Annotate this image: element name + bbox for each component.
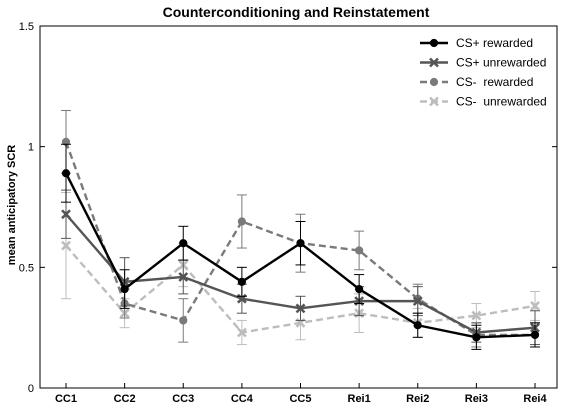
data-point <box>296 239 305 248</box>
legend: CS+ rewarded CS+ unrewarded CS- rewarded CS… <box>420 36 547 109</box>
legend-label: CS+ rewarded <box>456 36 533 50</box>
data-point <box>295 303 306 314</box>
chart-title: Counterconditioning and Reinstatement <box>163 4 430 20</box>
x-tick-label: Rei1 <box>348 393 371 405</box>
x-tick-label: Rei4 <box>523 393 547 405</box>
series-4 <box>61 192 540 346</box>
legend-label: CS- rewarded <box>456 75 533 89</box>
legend-swatch-marker <box>429 77 439 87</box>
x-tick-label: CC1 <box>55 393 77 405</box>
series-1 <box>61 143 540 350</box>
legend-swatch-marker <box>429 38 439 48</box>
y-tick-label: 0.5 <box>19 262 34 274</box>
data-point <box>236 327 247 338</box>
data-point <box>179 316 188 325</box>
x-tick-label: CC2 <box>114 393 136 405</box>
y-tick-label: 1.5 <box>19 21 34 33</box>
data-point <box>120 284 129 294</box>
data-point <box>178 272 189 282</box>
legend-item: CS+ rewarded <box>420 36 533 50</box>
data-point <box>237 217 246 226</box>
data-point <box>413 321 422 330</box>
plot-area: 0 0.5 1 1.5 CC1 CC2 CC3 CC4 CC5 Rei1 Rei2 Rei3 Rei4 <box>19 21 558 405</box>
data-point <box>61 209 71 220</box>
data-point <box>179 239 188 248</box>
legend-swatch-marker <box>429 96 439 107</box>
data-point <box>412 296 423 307</box>
legend-swatch-marker <box>429 57 439 68</box>
data-point <box>61 240 71 251</box>
data-point <box>237 277 246 286</box>
y-axis-label: mean anticipatory SCR <box>6 145 18 265</box>
data-point <box>61 169 71 178</box>
x-tick-label: CC4 <box>231 393 254 405</box>
plot-frame <box>39 25 558 389</box>
legend-label: CS- unrewarded <box>456 95 547 109</box>
legend-item: CS- rewarded <box>420 75 533 89</box>
data-point <box>530 301 540 311</box>
legend-item: CS- unrewarded <box>420 95 547 109</box>
y-tick-label: 1 <box>28 142 34 154</box>
data-point <box>471 310 482 321</box>
data-point <box>472 333 481 342</box>
data-point <box>355 284 364 294</box>
x-tick-label: Rei2 <box>406 393 429 405</box>
data-point <box>530 330 540 340</box>
legend-item: CS+ unrewarded <box>420 56 546 70</box>
y-tick-label: 0 <box>28 383 34 395</box>
x-tick-label: CC5 <box>289 393 311 405</box>
x-tick-label: Rei3 <box>465 393 488 405</box>
x-tick-label: CC3 <box>172 393 194 405</box>
data-point <box>355 246 364 255</box>
legend-label: CS+ unrewarded <box>456 56 546 70</box>
